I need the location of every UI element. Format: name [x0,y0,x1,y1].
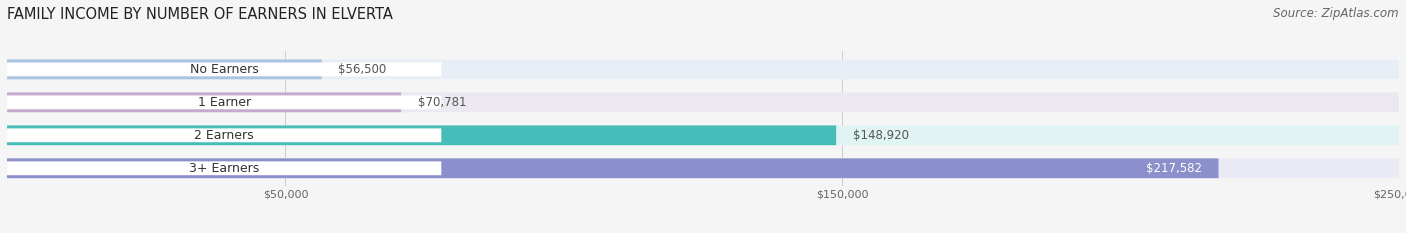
FancyBboxPatch shape [7,59,322,79]
FancyBboxPatch shape [7,93,1399,112]
FancyBboxPatch shape [7,62,441,76]
FancyBboxPatch shape [7,59,1399,79]
Text: 3+ Earners: 3+ Earners [188,162,259,175]
Text: 2 Earners: 2 Earners [194,129,254,142]
Text: $148,920: $148,920 [853,129,908,142]
FancyBboxPatch shape [7,93,401,112]
Text: $70,781: $70,781 [418,96,467,109]
FancyBboxPatch shape [7,161,441,175]
FancyBboxPatch shape [7,125,1399,145]
Text: 1 Earner: 1 Earner [198,96,250,109]
FancyBboxPatch shape [7,125,837,145]
Text: No Earners: No Earners [190,63,259,76]
Text: FAMILY INCOME BY NUMBER OF EARNERS IN ELVERTA: FAMILY INCOME BY NUMBER OF EARNERS IN EL… [7,7,392,22]
FancyBboxPatch shape [7,158,1399,178]
Text: $217,582: $217,582 [1146,162,1202,175]
Text: $56,500: $56,500 [339,63,387,76]
FancyBboxPatch shape [7,158,1219,178]
FancyBboxPatch shape [7,96,441,109]
Text: Source: ZipAtlas.com: Source: ZipAtlas.com [1274,7,1399,20]
FancyBboxPatch shape [7,128,441,142]
